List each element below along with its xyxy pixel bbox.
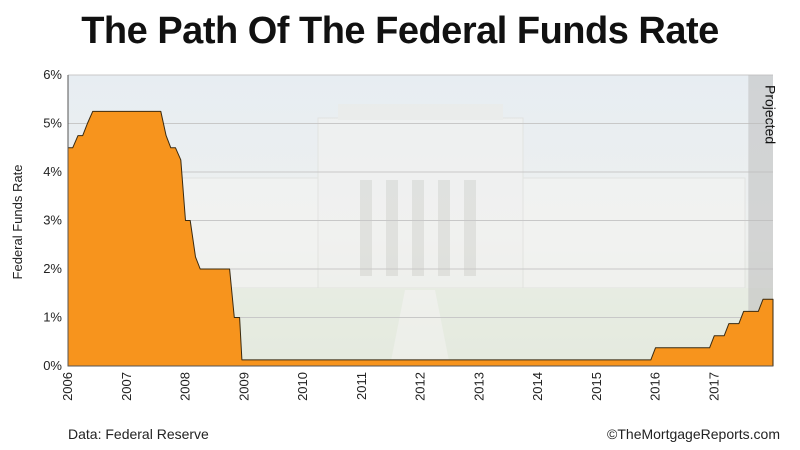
- y-tick-labels: 0% 1% 2% 3% 4% 5% 6%: [43, 67, 62, 373]
- x-tick-label: 2006: [60, 372, 75, 401]
- x-tick-label: 2012: [413, 372, 428, 401]
- rate-area: [67, 110, 774, 367]
- y-tick-label: 2%: [43, 261, 62, 276]
- y-tick-label: 4%: [43, 164, 62, 179]
- projected-label: Projected: [763, 85, 779, 144]
- x-tick-label: 2010: [295, 372, 310, 401]
- data-source: Data: Federal Reserve: [68, 426, 209, 442]
- y-tick-label: 1%: [43, 310, 62, 325]
- x-tick-label: 2011: [354, 372, 369, 400]
- y-tick-label: 3%: [43, 213, 62, 228]
- y-axis-label: Federal Funds Rate: [10, 165, 25, 280]
- x-tick-label: 2009: [236, 372, 251, 401]
- y-tick-label: 5%: [43, 116, 62, 131]
- x-tick-label: 2007: [119, 372, 134, 401]
- x-tick-label: 2013: [471, 372, 486, 401]
- x-tick-label: 2008: [178, 372, 193, 401]
- y-tick-label: 0%: [43, 358, 62, 373]
- x-tick-label: 2014: [530, 372, 545, 401]
- x-tick-labels: 2006 2007 2008 2009 2010 2011 2012 2013 2014 2015…: [60, 372, 721, 401]
- x-tick-label: 2017: [706, 372, 721, 401]
- copyright-credit: ©TheMortgageReports.com: [607, 426, 780, 442]
- x-tick-label: 2016: [648, 372, 663, 401]
- x-tick-label: 2015: [589, 372, 604, 401]
- chart-title: The Path Of The Federal Funds Rate: [81, 10, 719, 52]
- y-tick-label: 6%: [43, 67, 62, 82]
